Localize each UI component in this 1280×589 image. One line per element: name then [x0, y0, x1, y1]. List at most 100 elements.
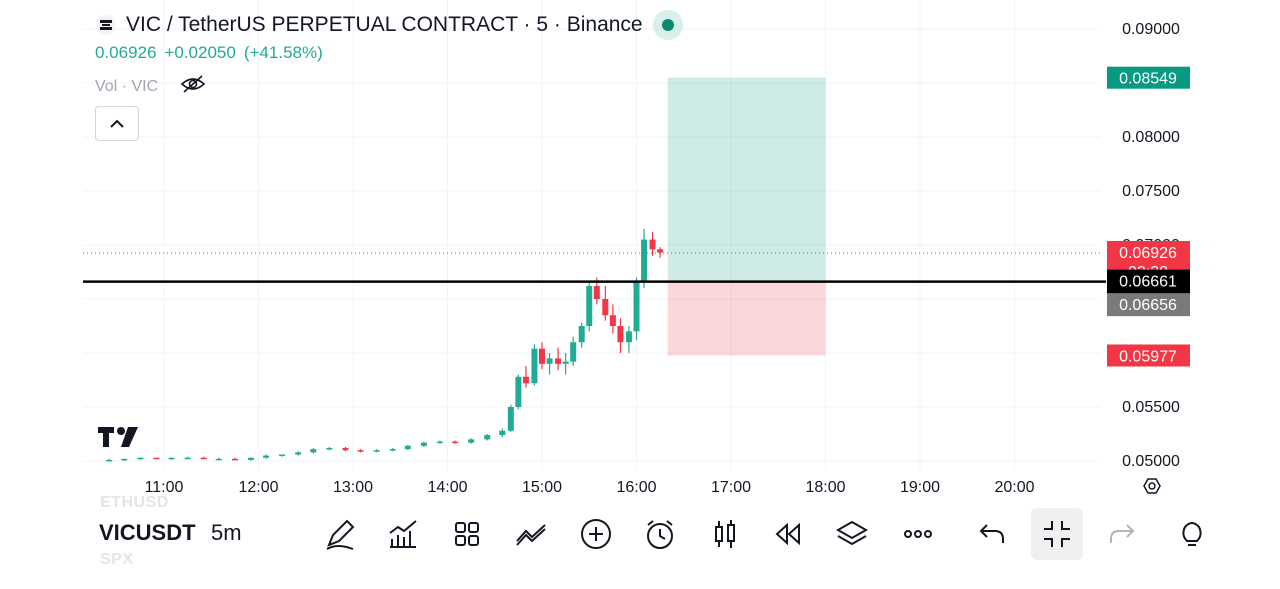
candle-body [609, 315, 616, 326]
candle-body [625, 331, 632, 343]
candle-body [641, 239, 648, 282]
candle-body [586, 286, 593, 326]
candle-body [555, 358, 562, 364]
axis-settings-icon[interactable] [1143, 478, 1161, 494]
market-open-dot-icon[interactable] [652, 10, 683, 40]
tradingview-logo-icon [98, 426, 140, 453]
crosshair-price-label[interactable]: 0.06656 [1107, 293, 1190, 317]
lightbulb-icon[interactable] [1172, 514, 1212, 554]
exchange-logo-icon [96, 15, 116, 35]
time-tick-label: 15:00 [522, 479, 562, 496]
candle-body [602, 299, 609, 316]
price-tick-label: 0.08000 [1122, 129, 1180, 146]
more-dots-icon[interactable] [898, 514, 938, 554]
candle-body [342, 448, 349, 451]
chart-grid [83, 0, 1100, 470]
price-tick-label: 0.07500 [1122, 183, 1180, 200]
candle-body [373, 450, 380, 452]
collapse-legend-button[interactable] [95, 106, 139, 141]
crosshair-price-label-text: 0.06656 [1119, 297, 1177, 314]
price-tick-label: 0.09000 [1122, 21, 1180, 38]
candle-body [106, 459, 113, 462]
candle-body [633, 281, 640, 332]
target-price-label-bg [1107, 66, 1190, 89]
time-axis[interactable]: 11:00 12:00 13:00 14:00 15:00 16:00 17:00 18:00… [145, 478, 1161, 496]
stop-price-label[interactable]: 0.05977 [1107, 344, 1190, 367]
price-tick-label: 0.05500 [1122, 399, 1180, 416]
entry-price-label-bg [1107, 269, 1190, 294]
candle-body [593, 286, 600, 299]
candle-style-icon[interactable] [705, 514, 745, 554]
candle-body [326, 448, 333, 450]
candle-body [578, 326, 585, 343]
time-tick-label: 20:00 [994, 479, 1034, 496]
replay-icon[interactable] [768, 514, 808, 554]
time-tick-label: 17:00 [711, 479, 751, 496]
candle-body [507, 407, 514, 431]
stop-price-label-text: 0.05977 [1119, 348, 1177, 365]
candle-body [531, 348, 538, 384]
candle-body [279, 454, 286, 457]
chevron-up-icon [110, 119, 124, 128]
entry-price-label-text: 0.06661 [1119, 274, 1177, 291]
undo-icon[interactable] [972, 514, 1012, 554]
price-change: +0.02050 [164, 43, 236, 62]
price-axis[interactable]: 0.090000.080000.075000.055000.050000.070… [1107, 21, 1190, 470]
candle-body [200, 457, 207, 460]
layers-icon[interactable] [832, 514, 872, 554]
volume-label[interactable]: Vol · VIC [95, 77, 159, 95]
eye-hidden-icon[interactable] [180, 74, 206, 99]
candle-body [153, 457, 160, 460]
candle-body [484, 435, 491, 440]
symbol-title[interactable]: VIC / TetherUS PERPETUAL CONTRACT · 5 · … [126, 13, 643, 36]
time-tick-label: 12:00 [238, 479, 278, 496]
candle-body [389, 449, 396, 451]
alarm-clock-icon[interactable] [640, 514, 680, 554]
candle-body [649, 239, 656, 250]
time-tick-label: 19:00 [900, 479, 940, 496]
candle-body [215, 458, 222, 461]
time-tick-label: 14:00 [427, 479, 467, 496]
candle-body [420, 442, 427, 446]
target-price-label[interactable]: 0.08549 [1107, 66, 1190, 89]
fullscreen-exit-icon[interactable] [1031, 508, 1083, 560]
add-alert-plus-icon[interactable] [576, 514, 616, 554]
candle-body [168, 457, 175, 460]
stop-price-label-bg [1107, 344, 1190, 367]
price-lines [83, 252, 1106, 283]
time-tick-label: 11:00 [145, 479, 184, 496]
target-price-label-text: 0.08549 [1119, 71, 1177, 88]
pen-draw-icon[interactable] [320, 514, 360, 554]
ghost-symbol-above: ETHUSD [100, 494, 169, 511]
redo-icon[interactable] [1102, 514, 1142, 554]
layouts-grid-icon[interactable] [447, 514, 487, 554]
candle-body [231, 458, 238, 461]
volume-legend: Vol · VIC [95, 74, 206, 99]
time-tick-label: 16:00 [616, 479, 656, 496]
candle-body [499, 430, 506, 436]
entry-price-label[interactable]: 0.06661 [1107, 269, 1190, 294]
candle-body [404, 445, 411, 450]
indicators-icon[interactable] [383, 514, 423, 554]
stop-zone[interactable] [667, 281, 826, 356]
symbol-selector[interactable]: VICUSDT [99, 520, 196, 545]
price-tick-label: 0.05000 [1122, 453, 1180, 470]
chart-header: VIC / TetherUS PERPETUAL CONTRACT · 5 · … [96, 10, 683, 40]
candle-body [184, 457, 191, 460]
last-price: 0.06926 [95, 43, 157, 62]
candle-body [121, 458, 128, 461]
position-tool[interactable] [667, 77, 826, 356]
candle-body [657, 249, 664, 253]
candle-body [263, 455, 270, 458]
candle-body [515, 376, 522, 407]
candle-body [570, 342, 577, 362]
target-zone[interactable] [667, 77, 826, 282]
candle-body [522, 376, 529, 384]
time-tick-label: 18:00 [805, 479, 845, 496]
interval-selector[interactable]: 5m [211, 520, 242, 545]
compare-icon[interactable] [511, 514, 551, 554]
candle-body [452, 441, 459, 444]
candle-body [539, 348, 545, 364]
candle-body [310, 449, 317, 453]
